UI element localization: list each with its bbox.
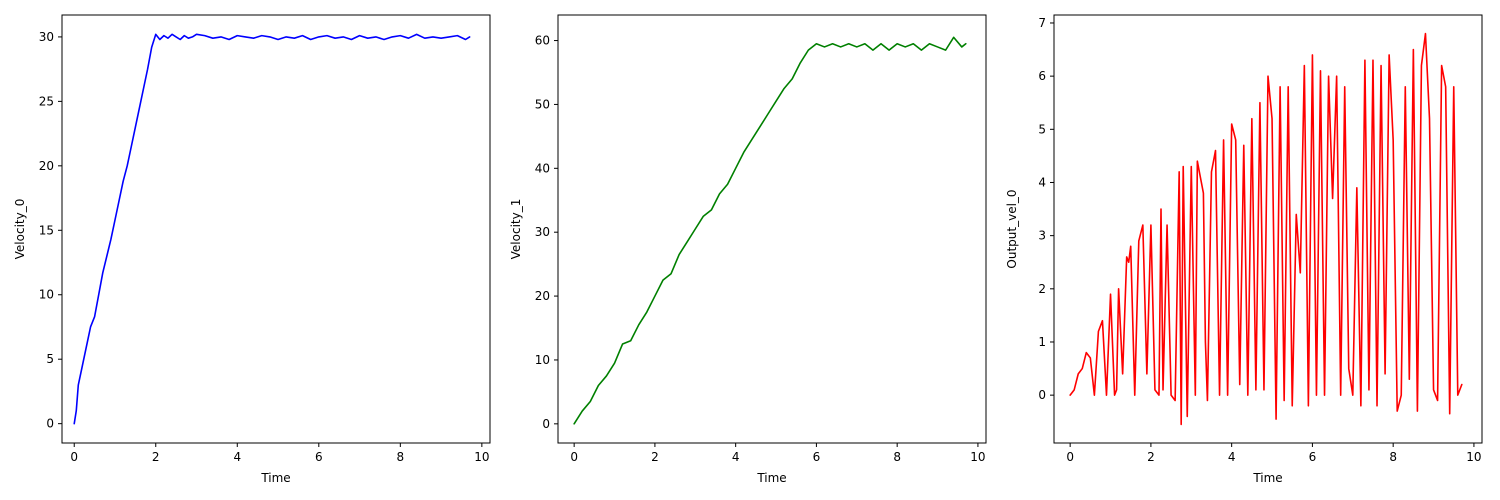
- x-tick-label: 10: [474, 450, 489, 464]
- plot-frame: [1053, 14, 1483, 444]
- x-tick-label: 2: [152, 450, 160, 464]
- y-tick-label: 40: [535, 161, 550, 175]
- y-tick-label: 30: [535, 225, 550, 239]
- y-axis-label: Velocity_1: [509, 199, 523, 260]
- y-tick-label: 60: [535, 34, 550, 48]
- y-tick-label: 50: [535, 97, 550, 111]
- plot-frame: [557, 14, 987, 444]
- x-tick-label: 6: [315, 450, 323, 464]
- y-tick-label: 30: [39, 30, 54, 44]
- chart-panel-0: 0 2 4 6 8 10 0 5 10 15 20 25 30 Time Velocity_0: [13, 14, 491, 485]
- series-line-0-0: [73, 33, 471, 425]
- y-tick-label: 10: [39, 288, 54, 302]
- y-tick-label: 0: [542, 417, 550, 431]
- x-tick-label: 2: [1147, 450, 1155, 464]
- series-line-1-0: [573, 36, 967, 425]
- y-tick-label: 20: [535, 289, 550, 303]
- y-tick-label: 0: [46, 417, 54, 431]
- y-tick-label: 25: [39, 94, 54, 108]
- x-tick-label: 0: [1066, 450, 1074, 464]
- y-tick-label: 3: [1038, 229, 1046, 243]
- y-tick-label: 1: [1038, 335, 1046, 349]
- y-tick-label: 10: [535, 353, 550, 367]
- chart-panel-2: 0 2 4 6 8 10 0 1 2 3 4 5 6 7 Time Output_vel_0: [1005, 14, 1483, 485]
- x-tick-label: 4: [233, 450, 241, 464]
- y-tick-label: 2: [1038, 282, 1046, 296]
- y-axis-label: Velocity_0: [13, 199, 27, 260]
- series-line-2-0: [1069, 32, 1463, 426]
- x-tick-label: 4: [1228, 450, 1236, 464]
- x-tick-label: 10: [1466, 450, 1481, 464]
- x-tick-label: 10: [970, 450, 985, 464]
- x-axis-label: Time: [260, 471, 290, 485]
- x-tick-label: 0: [70, 450, 78, 464]
- x-tick-label: 8: [893, 450, 901, 464]
- y-tick-label: 7: [1038, 16, 1046, 30]
- x-tick-label: 4: [732, 450, 740, 464]
- plot-frame: [61, 14, 491, 444]
- x-tick-label: 8: [1389, 450, 1397, 464]
- x-axis-label: Time: [1252, 471, 1282, 485]
- x-tick-label: 2: [651, 450, 659, 464]
- x-tick-label: 0: [570, 450, 578, 464]
- y-tick-label: 0: [1038, 388, 1046, 402]
- x-axis-label: Time: [756, 471, 786, 485]
- chart-panel-1: 0 2 4 6 8 10 0 10 20 30 40 50 60 Time Velocity_1: [509, 14, 987, 485]
- y-axis-label: Output_vel_0: [1005, 189, 1019, 268]
- x-tick-label: 8: [397, 450, 405, 464]
- y-tick-label: 15: [39, 223, 54, 237]
- y-tick-label: 5: [46, 352, 54, 366]
- x-tick-label: 6: [1309, 450, 1317, 464]
- y-tick-label: 5: [1038, 122, 1046, 136]
- y-tick-label: 6: [1038, 69, 1046, 83]
- y-tick-label: 4: [1038, 175, 1046, 189]
- x-tick-label: 6: [813, 450, 821, 464]
- y-tick-label: 20: [39, 159, 54, 173]
